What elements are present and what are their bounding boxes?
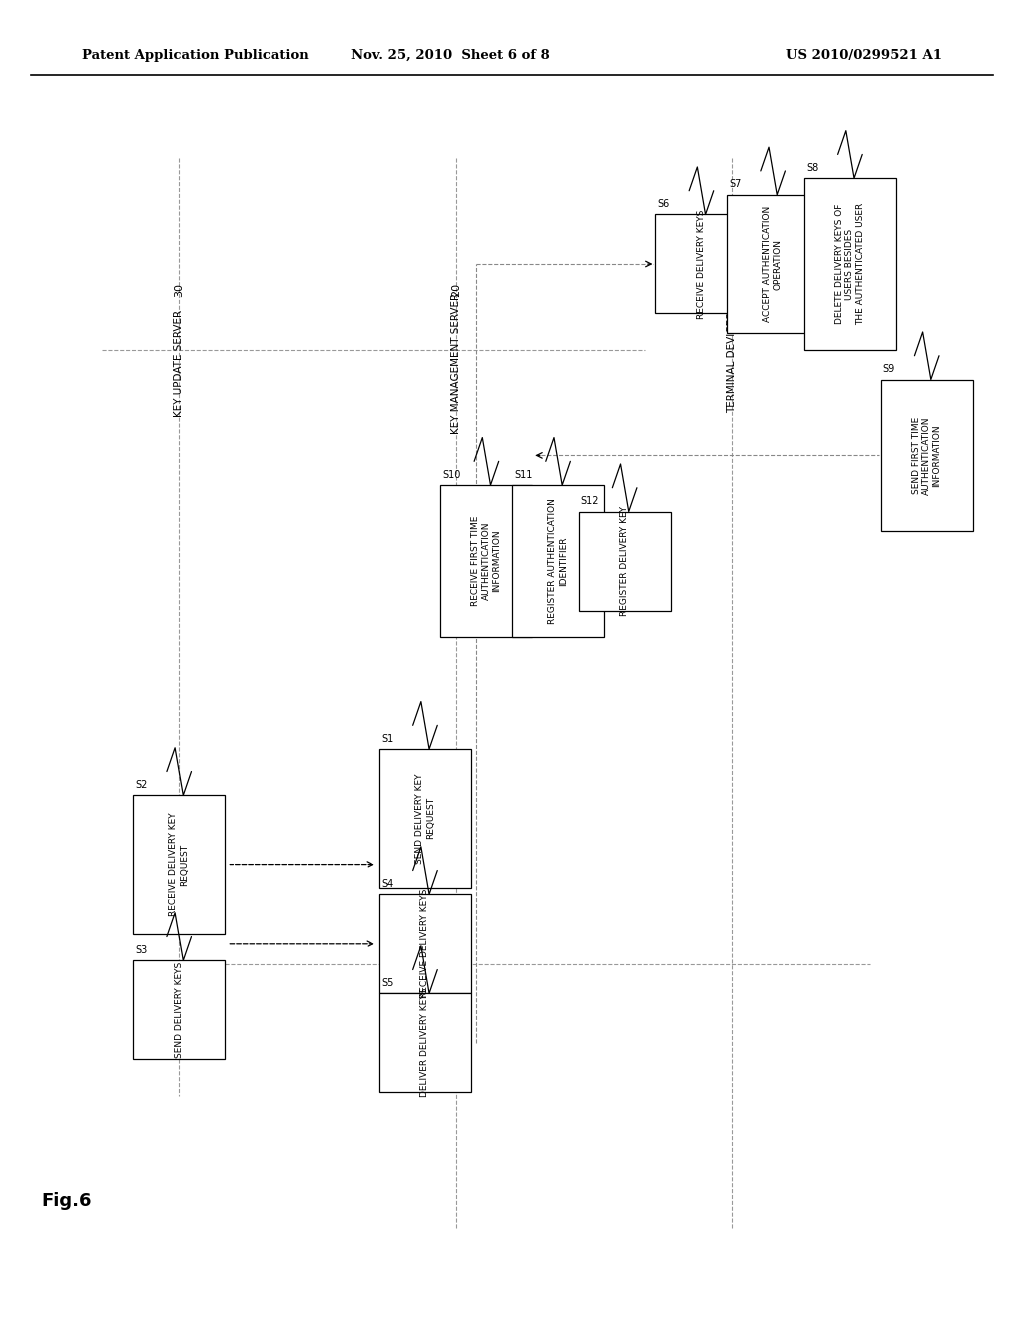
Bar [804, 178, 896, 350]
Text: DELETE DELIVERY KEYS OF
USERS BESIDES
THE AUTHENTICATED USER: DELETE DELIVERY KEYS OF USERS BESIDES TH… [835, 203, 865, 325]
Text: S7: S7 [729, 180, 741, 189]
Text: SEND DELIVERY KEY
REQUEST: SEND DELIVERY KEY REQUEST [416, 774, 434, 863]
Text: S9: S9 [883, 364, 895, 375]
Bar [655, 214, 748, 313]
Text: TERMINAL DEVICES: TERMINAL DEVICES [727, 313, 737, 413]
Bar [579, 511, 671, 610]
Text: 10-1: 10-1 [727, 279, 737, 302]
Text: S12: S12 [581, 496, 599, 507]
Text: SEND FIRST TIME
AUTHENTICATION
INFORMATION: SEND FIRST TIME AUTHENTICATION INFORMATI… [911, 416, 942, 495]
Bar [133, 961, 225, 1059]
Bar [727, 195, 819, 333]
Text: S5: S5 [381, 978, 393, 987]
Text: S4: S4 [381, 879, 393, 890]
Text: RECEIVE DELIVERY KEYS: RECEIVE DELIVERY KEYS [697, 210, 706, 318]
Bar [379, 750, 471, 887]
Text: Patent Application Publication: Patent Application Publication [82, 49, 308, 62]
Text: Nov. 25, 2010  Sheet 6 of 8: Nov. 25, 2010 Sheet 6 of 8 [351, 49, 550, 62]
Bar [379, 895, 471, 993]
Text: REGISTER AUTHENTICATION
IDENTIFIER: REGISTER AUTHENTICATION IDENTIFIER [549, 498, 567, 624]
Text: S3: S3 [135, 945, 147, 956]
Text: Fig.6: Fig.6 [41, 1192, 91, 1210]
Text: KEY UPDATE SERVER: KEY UPDATE SERVER [174, 309, 184, 417]
Text: RECEIVE DELIVERY KEYS: RECEIVE DELIVERY KEYS [421, 890, 429, 998]
Bar [512, 486, 604, 638]
Bar [133, 795, 225, 935]
Text: SEND DELIVERY KEYS: SEND DELIVERY KEYS [175, 962, 183, 1057]
Text: 30: 30 [174, 284, 184, 297]
Bar [440, 486, 532, 638]
Text: S6: S6 [657, 199, 670, 209]
Bar [881, 380, 973, 531]
Text: S1: S1 [381, 734, 393, 744]
Text: ACCEPT AUTHENTICATION
OPERATION: ACCEPT AUTHENTICATION OPERATION [764, 206, 782, 322]
Text: RECEIVE FIRST TIME
AUTHENTICATION
INFORMATION: RECEIVE FIRST TIME AUTHENTICATION INFORM… [471, 516, 502, 606]
Text: S2: S2 [135, 780, 147, 789]
Text: S8: S8 [806, 162, 818, 173]
Text: REGISTER DELIVERY KEY: REGISTER DELIVERY KEY [621, 506, 629, 616]
Text: S10: S10 [442, 470, 461, 480]
Bar [379, 993, 471, 1093]
Text: S11: S11 [514, 470, 532, 480]
Text: US 2010/0299521 A1: US 2010/0299521 A1 [786, 49, 942, 62]
Text: RECEIVE DELIVERY KEY
REQUEST: RECEIVE DELIVERY KEY REQUEST [170, 813, 188, 916]
Text: 20: 20 [451, 284, 461, 297]
Text: KEY MANAGEMENT SERVER: KEY MANAGEMENT SERVER [451, 293, 461, 433]
Text: DELIVER DELIVERY KEYS: DELIVER DELIVERY KEYS [421, 989, 429, 1097]
